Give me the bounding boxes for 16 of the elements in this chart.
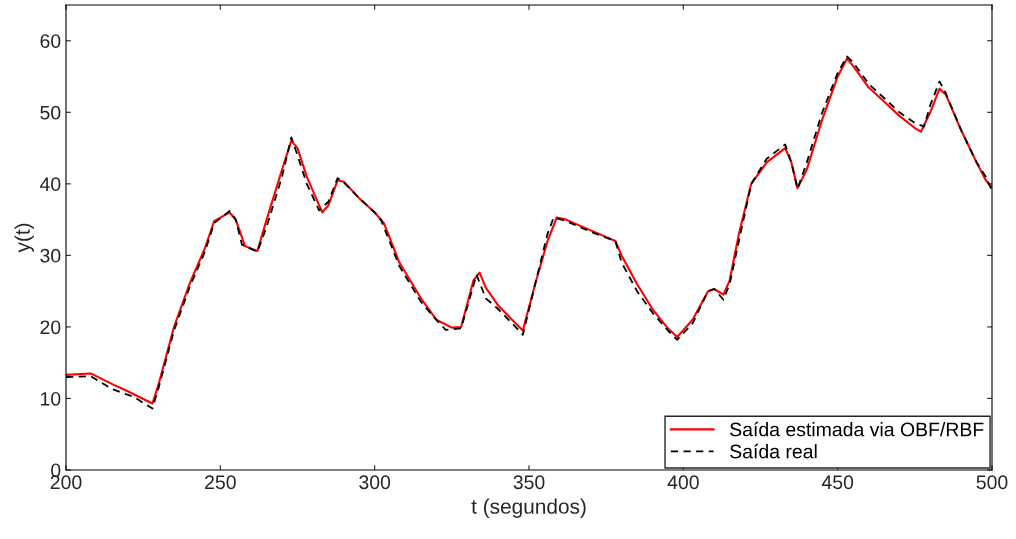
y-tick-label: 50 bbox=[40, 105, 61, 120]
x-tick-label: 400 bbox=[667, 475, 699, 490]
y-tick-label: 10 bbox=[41, 391, 61, 406]
y-tick-label: 30 bbox=[40, 248, 61, 263]
x-tick-label: 450 bbox=[821, 475, 854, 490]
legend-label: Saída real bbox=[730, 443, 817, 459]
x-tick-label: 300 bbox=[359, 475, 391, 490]
legend-label: Saída estimada via OBF/RBF bbox=[730, 421, 984, 437]
y-axis-title: y(t) bbox=[14, 223, 34, 253]
y-tick-label: 20 bbox=[40, 320, 61, 335]
x-axis-title: t (segundos) bbox=[471, 498, 586, 518]
y-tick-label: 40 bbox=[39, 177, 61, 192]
x-tick-label: 250 bbox=[205, 475, 236, 490]
x-tick-label: 350 bbox=[513, 475, 545, 490]
x-tick-label: 500 bbox=[976, 475, 1008, 490]
y-tick-label: 60 bbox=[40, 34, 61, 49]
